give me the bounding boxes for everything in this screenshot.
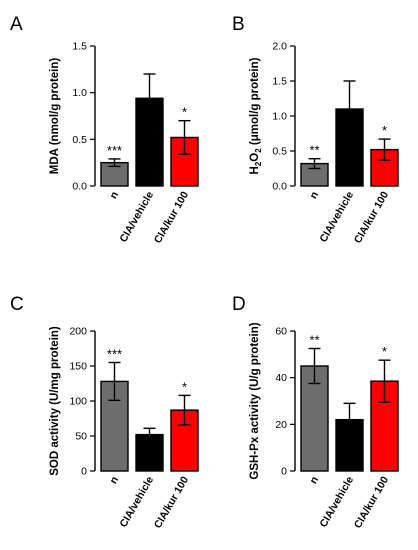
panel-letter: B [232, 14, 245, 35]
x-tick-label: n [307, 475, 321, 487]
significance-label: * [182, 105, 187, 120]
x-tick-label: CIA/vehicle [117, 474, 156, 529]
y-tick-label: 100 [69, 396, 87, 408]
y-axis-label: GSH-Px activity (U/g protein) [249, 322, 261, 479]
panel-c: C 0 50 100 150 200 SOD activity (U/mg protein)… [10, 294, 199, 531]
y-tick-label: 0 [81, 466, 87, 478]
significance-label: * [382, 123, 387, 138]
x-tick-label: CIA/kur 100 [352, 474, 391, 530]
y-tick-label: 60 [275, 326, 287, 338]
y-tick-label: 1.5 [72, 41, 87, 53]
y-tick-label: 50 [75, 431, 87, 443]
x-tick-label: n [107, 190, 121, 202]
y-tick-label: 0.0 [72, 181, 87, 193]
y-tick-label: 2.0 [272, 41, 287, 53]
y-tick-label: 1.0 [72, 87, 87, 99]
y-tick-label: 150 [69, 361, 87, 373]
y-tick-label: 0.5 [72, 134, 87, 146]
y-tick-label: 1.0 [272, 111, 287, 123]
y-tick-label: 200 [69, 326, 87, 338]
bar [335, 418, 364, 472]
panel-letter: D [232, 294, 246, 315]
y-axis-label: MDA (nmol/g protein) [49, 58, 61, 175]
panel-letter: A [10, 14, 23, 35]
y-tick-label: 40 [275, 372, 287, 384]
y-tick-label: 0.5 [272, 146, 287, 158]
y-tick-label: 0 [281, 466, 287, 478]
x-tick-label: CIA/vehicle [317, 189, 356, 244]
y-tick-label: 20 [275, 419, 287, 431]
significance-label: ** [309, 333, 319, 348]
x-tick-label: CIA/kur 100 [152, 474, 191, 530]
significance-label: *** [107, 143, 122, 158]
significance-label: ** [309, 143, 319, 158]
significance-label: * [182, 379, 187, 394]
significance-label: * [382, 344, 387, 359]
y-axis-label: SOD activity (U/mg protein) [49, 326, 61, 476]
panel-d: D 0 20 40 60 GSH-Px activity (U/g protein) ** n… [232, 294, 399, 531]
panel-b: B 0.0 0.5 1.0 1.5 2.0 H2O2 (μmol/g protein) ** n… [232, 14, 399, 246]
significance-label: *** [107, 347, 122, 362]
y-tick-label: 1.5 [272, 76, 287, 88]
x-tick-label: CIA/kur 100 [152, 189, 191, 245]
y-axis-label: H2O2 (μmol/g protein) [249, 57, 263, 174]
panel-letter: C [10, 294, 24, 315]
x-tick-label: CIA/kur 100 [352, 189, 391, 245]
x-tick-label: CIA/vehicle [317, 474, 356, 529]
x-tick-label: CIA/vehicle [117, 189, 156, 244]
y-tick-label: 0.0 [272, 181, 287, 193]
x-tick-label: n [107, 475, 121, 487]
x-tick-label: n [307, 190, 321, 202]
